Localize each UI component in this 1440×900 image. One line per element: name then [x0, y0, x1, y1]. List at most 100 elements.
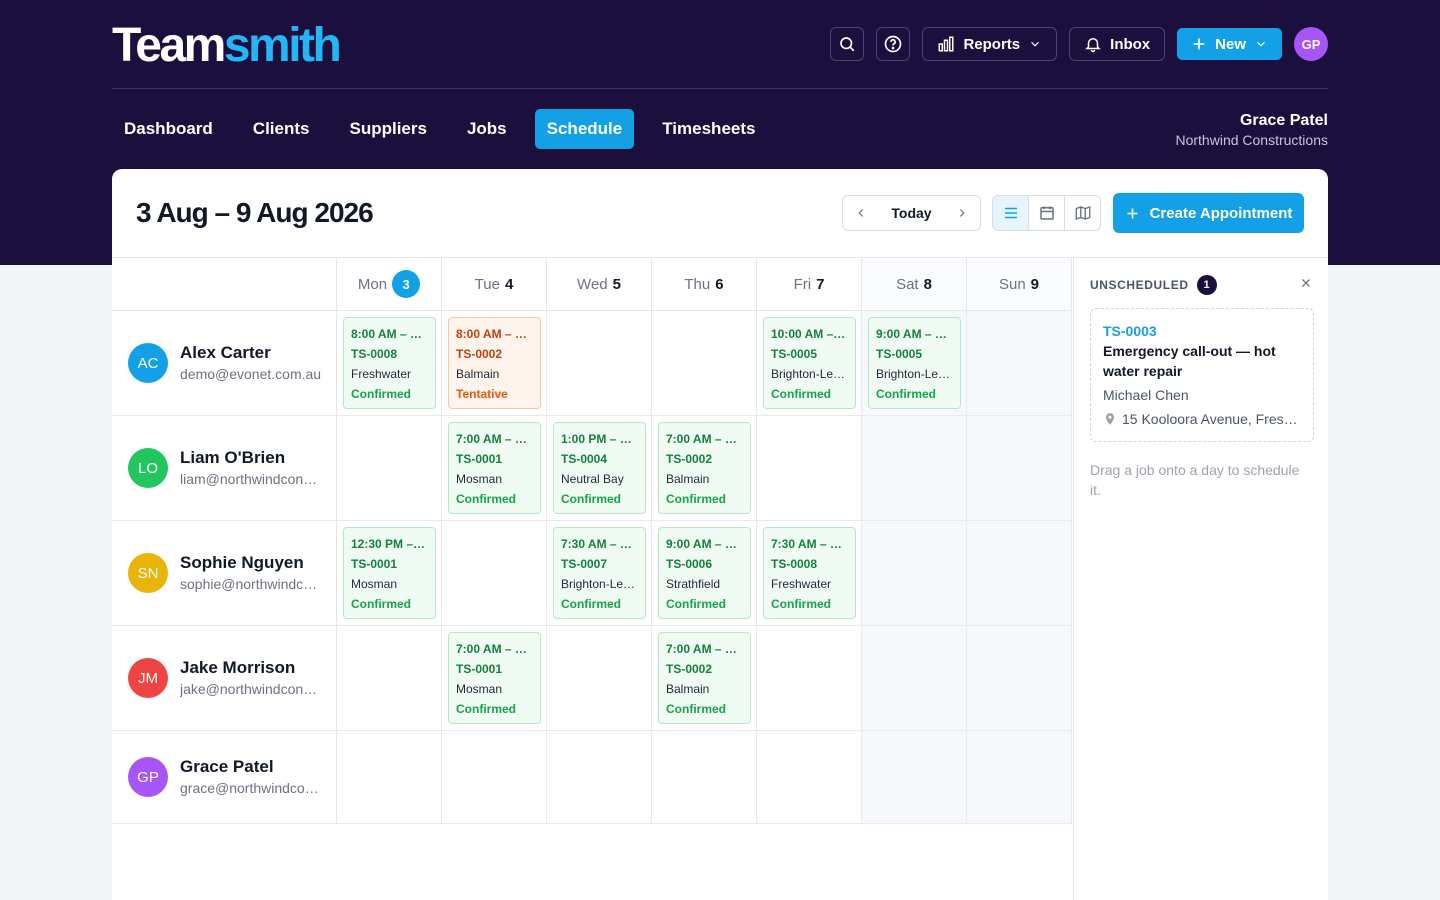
calendar-view-button[interactable]: [1029, 196, 1065, 230]
prev-week-button[interactable]: [843, 196, 879, 230]
nav-schedule[interactable]: Schedule: [534, 109, 635, 149]
day-cell[interactable]: [862, 521, 967, 625]
day-cell[interactable]: 8:00 AM – 1… TS-0008 Freshwater Confirmed: [337, 311, 442, 415]
appointment-card[interactable]: 8:00 AM – 1… TS-0008 Freshwater Confirmed: [343, 317, 436, 409]
appointment-time: 8:00 AM – …: [456, 327, 527, 341]
day-cell[interactable]: [757, 626, 862, 730]
day-cell[interactable]: 9:00 AM – … TS-0005 Brighton-Le… Confirmed: [862, 311, 967, 415]
day-cell[interactable]: 12:30 PM – … TS-0001 Mosman Confirmed: [337, 521, 442, 625]
staff-member[interactable]: AC Alex Carter demo@evonet.com.au: [112, 311, 337, 415]
day-cell[interactable]: [337, 626, 442, 730]
day-cell[interactable]: [442, 521, 547, 625]
day-cell[interactable]: 7:30 AM – … TS-0007 Brighton-Le… Confirmed: [547, 521, 652, 625]
day-cell[interactable]: [967, 416, 1072, 520]
day-cell[interactable]: 7:00 AM – … TS-0001 Mosman Confirmed: [442, 626, 547, 730]
day-cell[interactable]: [757, 731, 862, 823]
appointment-card[interactable]: 7:00 AM – … TS-0002 Balmain Confirmed: [658, 422, 751, 514]
appointment-card[interactable]: 8:00 AM – … TS-0002 Balmain Tentative: [448, 317, 541, 409]
top-actions: Reports Inbox New GP: [830, 27, 1328, 61]
unscheduled-count-badge: 1: [1196, 275, 1217, 295]
reports-button[interactable]: Reports: [922, 27, 1058, 61]
appointment-card[interactable]: 10:00 AM –… TS-0005 Brighton-Le… Confirmed: [763, 317, 856, 409]
staff-row: GP Grace Patel grace@northwindco…: [112, 731, 1073, 824]
nav-timesheets[interactable]: Timesheets: [662, 119, 756, 138]
day-cell[interactable]: [547, 731, 652, 823]
day-cell[interactable]: [442, 731, 547, 823]
today-button[interactable]: Today: [891, 205, 932, 221]
close-panel-button[interactable]: [1300, 276, 1312, 294]
appointment-location: Brighton-Le…: [771, 367, 846, 381]
appointment-job-id: TS-0002: [456, 347, 503, 361]
staff-member[interactable]: SN Sophie Nguyen sophie@northwindc…: [112, 521, 337, 625]
day-header-fri: Fri 7: [757, 258, 862, 310]
user-info: Grace Patel Northwind Constructions: [1175, 111, 1328, 149]
create-appointment-button[interactable]: Create Appointment: [1113, 193, 1304, 233]
inbox-label: Inbox: [1110, 35, 1151, 53]
map-view-button[interactable]: [1065, 196, 1100, 230]
staff-member[interactable]: LO Liam O'Brien liam@northwindcon…: [112, 416, 337, 520]
job-id[interactable]: TS-0003: [1103, 323, 1157, 339]
day-cell[interactable]: 1:00 PM – … TS-0004 Neutral Bay Confirmed: [547, 416, 652, 520]
day-cell[interactable]: [337, 416, 442, 520]
appointment-card[interactable]: 7:00 AM – … TS-0002 Balmain Confirmed: [658, 632, 751, 724]
nav-jobs[interactable]: Jobs: [466, 119, 507, 138]
day-cell[interactable]: 7:00 AM – … TS-0002 Balmain Confirmed: [652, 416, 757, 520]
create-appointment-label: Create Appointment: [1149, 204, 1293, 222]
day-cell[interactable]: 7:30 AM – … TS-0008 Freshwater Confirmed: [757, 521, 862, 625]
nav-dashboard[interactable]: Dashboard: [124, 119, 213, 138]
staff-member[interactable]: JM Jake Morrison jake@northwindcon…: [112, 626, 337, 730]
day-cell[interactable]: [862, 731, 967, 823]
staff-name: Sophie Nguyen: [180, 553, 304, 572]
appointment-card[interactable]: 7:00 AM – … TS-0001 Mosman Confirmed: [448, 422, 541, 514]
appointment-card[interactable]: 9:00 AM – … TS-0005 Brighton-Le… Confirmed: [868, 317, 961, 409]
staff-member[interactable]: GP Grace Patel grace@northwindco…: [112, 731, 337, 823]
day-cell[interactable]: [757, 416, 862, 520]
day-cell[interactable]: [967, 311, 1072, 415]
day-cell[interactable]: 7:00 AM – … TS-0001 Mosman Confirmed: [442, 416, 547, 520]
day-cell[interactable]: [652, 731, 757, 823]
day-cell[interactable]: [547, 626, 652, 730]
list-view-button[interactable]: [993, 196, 1029, 230]
day-cell[interactable]: [547, 311, 652, 415]
day-cell[interactable]: [862, 416, 967, 520]
day-cell[interactable]: [652, 311, 757, 415]
day-cell[interactable]: [337, 731, 442, 823]
chevron-down-icon: [1031, 41, 1040, 47]
day-cell[interactable]: [967, 521, 1072, 625]
day-cell[interactable]: 10:00 AM –… TS-0005 Brighton-Le… Confirmed: [757, 311, 862, 415]
next-week-button[interactable]: [944, 196, 980, 230]
day-header-tue: Tue 4: [442, 258, 547, 310]
new-button[interactable]: New: [1177, 28, 1282, 60]
appointment-card[interactable]: 7:30 AM – … TS-0007 Brighton-Le… Confirmed: [553, 527, 646, 619]
day-header-mon: Mon 3: [337, 258, 442, 310]
appointment-status: Confirmed: [561, 597, 621, 611]
appointment-card[interactable]: 12:30 PM – … TS-0001 Mosman Confirmed: [343, 527, 436, 619]
day-cell[interactable]: 9:00 AM – … TS-0006 Strathfield Confirmed: [652, 521, 757, 625]
day-cell[interactable]: [862, 626, 967, 730]
job-address-text: 15 Kooloora Avenue, Fres…: [1122, 411, 1298, 427]
appointment-location: Mosman: [351, 577, 398, 591]
day-cell[interactable]: 8:00 AM – … TS-0002 Balmain Tentative: [442, 311, 547, 415]
appointment-location: Freshwater: [771, 577, 832, 591]
appointment-card[interactable]: 7:00 AM – … TS-0001 Mosman Confirmed: [448, 632, 541, 724]
day-cell[interactable]: [967, 626, 1072, 730]
brand-logo[interactable]: Teamsmith: [112, 19, 342, 72]
day-cell[interactable]: [967, 731, 1072, 823]
nav-clients[interactable]: Clients: [252, 119, 310, 138]
appointment-card[interactable]: 9:00 AM – … TS-0006 Strathfield Confirmed: [658, 527, 751, 619]
appointment-time: 9:00 AM – …: [666, 537, 737, 551]
unscheduled-job-card[interactable]: TS-0003 Emergency call-out — hot water r…: [1090, 308, 1314, 442]
help-button[interactable]: [876, 27, 911, 61]
appointment-job-id: TS-0001: [351, 557, 398, 571]
staff-avatar: AC: [128, 343, 168, 383]
inbox-button[interactable]: Inbox: [1069, 27, 1166, 61]
search-button[interactable]: [830, 27, 865, 61]
user-avatar[interactable]: GP: [1294, 27, 1328, 61]
nav-suppliers[interactable]: Suppliers: [349, 119, 427, 138]
unscheduled-title: UNSCHEDULED: [1090, 278, 1189, 292]
staff-avatar: SN: [128, 553, 168, 593]
appointment-card[interactable]: 1:00 PM – … TS-0004 Neutral Bay Confirmed: [553, 422, 646, 514]
day-cell[interactable]: 7:00 AM – … TS-0002 Balmain Confirmed: [652, 626, 757, 730]
appointment-card[interactable]: 7:30 AM – … TS-0008 Freshwater Confirmed: [763, 527, 856, 619]
staff-avatar: JM: [128, 658, 168, 698]
